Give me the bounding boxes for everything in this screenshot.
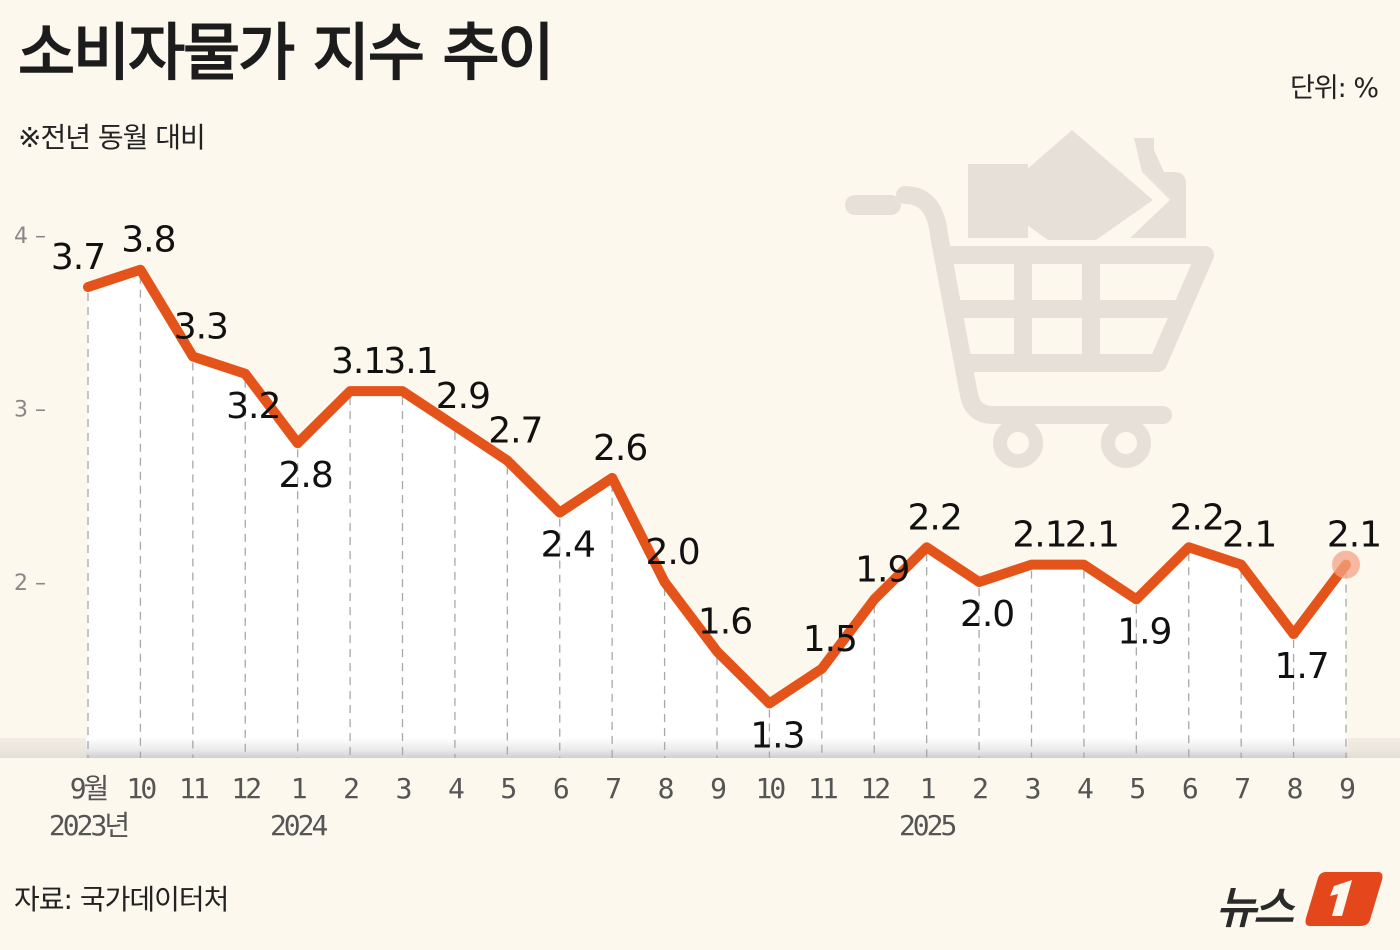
news1-logo: 뉴스 (1212, 866, 1383, 934)
data-value-label: 3.2 (226, 386, 280, 427)
x-axis-band (0, 738, 1400, 758)
logo-mark-icon (1305, 872, 1383, 926)
data-value-label: 2.2 (1170, 497, 1224, 538)
x-tick-label: 8 (1287, 772, 1303, 805)
x-tick-label: 7 (605, 772, 620, 805)
unit-label: 단위: % (1289, 73, 1379, 104)
latest-point-marker (1332, 550, 1360, 579)
x-tick-label: 5 (1129, 772, 1144, 805)
x-tick-label: 11 (808, 772, 837, 805)
vertical-gridlines (87, 275, 1347, 758)
x-tick-label: 3 (396, 772, 411, 805)
data-value-label: 1.9 (855, 549, 909, 590)
x-tick-label: 12 (860, 772, 889, 805)
data-value-label: 1.6 (698, 601, 752, 642)
x-tick-label: 9월 (70, 772, 107, 805)
x-tick-label: 10 (127, 772, 157, 805)
data-value-label: 2.1 (1222, 515, 1276, 556)
year-label: 2023년 (49, 809, 127, 842)
x-tick-label: 9 (1339, 772, 1354, 805)
data-value-label: 2.1 (1327, 515, 1381, 556)
x-tick-label: 1 (920, 772, 935, 805)
data-value-label: 1.9 (1117, 611, 1171, 652)
data-value-label: 2.0 (645, 532, 699, 573)
data-value-label: 1.7 (1274, 646, 1328, 687)
data-value-label: 3.8 (121, 220, 175, 261)
data-value-label: 3.3 (174, 306, 228, 347)
x-tick-label: 7 (1234, 772, 1249, 805)
data-value-label: 3.1 (331, 341, 385, 382)
chart-subtitle: ※전년 동월 대비 (18, 121, 206, 154)
x-tick-label: 8 (658, 772, 674, 805)
data-value-label: 3.7 (51, 237, 105, 278)
data-value-label: 2.9 (436, 376, 490, 417)
y-tick-label: 4 – (14, 224, 46, 249)
y-axis-ticks: 2 – 3 – 4 – (14, 224, 46, 596)
x-tick-label: 6 (1182, 772, 1198, 805)
data-value-label: 1.3 (750, 715, 804, 756)
logo-text: 뉴스 (1216, 883, 1294, 934)
x-tick-label: 2 (343, 772, 358, 805)
data-value-label: 1.5 (803, 619, 857, 660)
data-value-label: 2.1 (1012, 515, 1066, 556)
data-value-label: 2.8 (279, 455, 333, 496)
y-tick-label: 3 – (14, 398, 46, 423)
x-tick-label: 9 (710, 772, 725, 805)
x-tick-label: 10 (756, 772, 786, 805)
page-title: 소비자물가 지수 추이 (18, 16, 555, 89)
x-tick-label: 12 (231, 772, 260, 805)
source-note: 자료: 국가데이터처 (14, 883, 229, 916)
x-tick-label: 4 (1077, 772, 1093, 805)
x-tick-label: 6 (553, 772, 569, 805)
x-tick-label: 4 (448, 772, 464, 805)
x-tick-label: 1 (291, 772, 306, 805)
x-tick-label: 2 (972, 772, 987, 805)
x-tick-label: 11 (179, 772, 208, 805)
shopping-cart-icon (845, 130, 1214, 468)
data-value-label: 2.2 (908, 497, 962, 538)
data-value-label: 2.0 (960, 594, 1014, 635)
year-label: 2025 (899, 809, 956, 842)
cpi-line (83, 264, 1351, 709)
data-value-label: 2.6 (593, 428, 647, 469)
data-value-label: 2.4 (541, 525, 595, 566)
data-value-label: 2.7 (488, 411, 542, 452)
x-tick-label: 5 (500, 772, 515, 805)
x-tick-label: 3 (1025, 772, 1040, 805)
y-tick-label: 2 – (14, 571, 46, 596)
data-value-label: 3.1 (383, 341, 437, 382)
value-labels: 3.7 3.83.33.22.83.13.12.92.72.42.62.01.61… (51, 220, 1382, 757)
year-label: 2024 (270, 809, 328, 842)
data-value-label: 2.1 (1065, 515, 1119, 556)
